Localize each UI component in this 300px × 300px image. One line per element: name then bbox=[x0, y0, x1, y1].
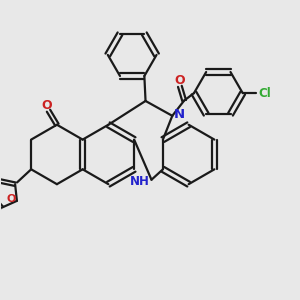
Text: O: O bbox=[7, 194, 16, 204]
Text: O: O bbox=[42, 99, 52, 112]
Text: Cl: Cl bbox=[258, 87, 271, 100]
Text: N: N bbox=[173, 108, 184, 121]
Text: O: O bbox=[174, 74, 184, 88]
Text: NH: NH bbox=[130, 175, 150, 188]
